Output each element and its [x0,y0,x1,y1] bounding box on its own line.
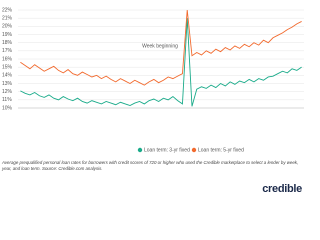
y-tick-label: 16% [2,56,13,62]
y-tick-label: 10% [2,105,13,111]
y-tick-label: 12% [2,89,13,95]
legend-label: Loan term: 5-yr fixed [198,147,244,153]
y-tick-label: 22% [2,7,13,13]
y-tick-label: 18% [2,40,13,46]
y-tick-label: 21% [2,15,13,21]
chart: Week beginning 10% 11% 12% 13% 14% 15% 16% 17% 1… [2,7,304,153]
y-tick-label: 13% [2,81,13,87]
chart-page: Week beginning 10% 11% 12% 13% 14% 15% 16% 17% 1… [2,7,304,195]
y-tick-label: 17% [2,48,13,54]
y-tick-label: 11% [2,97,12,103]
legend-marker [191,147,197,153]
legend-label: Loan term: 3-yr fixed [144,147,190,153]
series-line [20,18,302,107]
y-tick-label: 20% [2,24,13,30]
logo: credible [262,183,302,195]
y-tick-label: 19% [2,32,13,38]
y-tick-label: 14% [2,73,13,79]
x-axis-label: Week beginning [142,43,178,49]
caption: Average prequalified personal loan rates… [2,160,299,171]
series-line [20,9,302,86]
legend-marker [137,147,143,153]
y-tick-label: 15% [2,64,13,70]
